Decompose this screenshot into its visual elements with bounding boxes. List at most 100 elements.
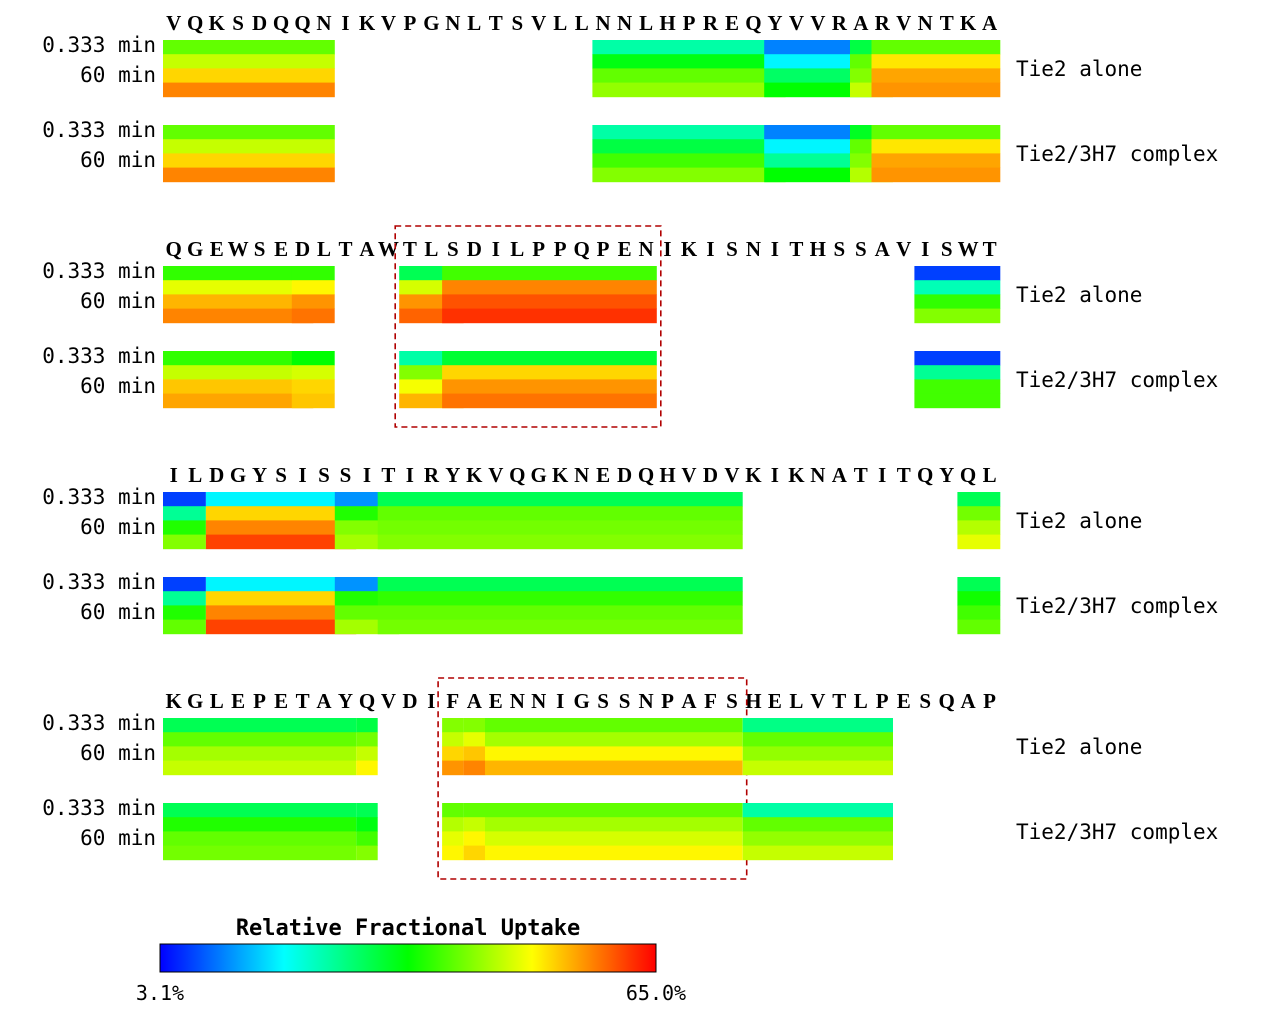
uptake-cell: [871, 139, 1001, 154]
uptake-cell: [485, 718, 743, 733]
residue-label: L: [983, 463, 997, 487]
uptake-cell: [871, 153, 1001, 168]
residue-label: D: [703, 463, 718, 487]
residue-label: Y: [445, 463, 460, 487]
uptake-cell: [163, 379, 314, 394]
colorbar-max-label: 65.0%: [626, 981, 686, 1005]
residue-label: I: [406, 463, 414, 487]
residue-label: D: [295, 237, 310, 261]
uptake-cell: [163, 718, 357, 733]
residue-label: F: [704, 689, 717, 713]
residue-label: E: [897, 689, 911, 713]
residue-label: S: [447, 237, 459, 261]
residue-label: Q: [939, 689, 955, 713]
uptake-cell: [291, 308, 335, 324]
residue-label: A: [853, 11, 869, 35]
uptake-cell: [742, 718, 893, 733]
uptake-cell: [356, 746, 378, 761]
uptake-cell: [914, 266, 1001, 281]
uptake-cell: [377, 619, 743, 635]
uptake-cell: [592, 82, 786, 98]
residue-label: I: [341, 11, 349, 35]
uptake-cell: [163, 167, 335, 183]
state-label: Tie2 alone: [1016, 283, 1142, 307]
residue-label: S: [254, 237, 266, 261]
residue-label: I: [492, 237, 500, 261]
uptake-cell: [957, 492, 1001, 507]
uptake-cell: [592, 167, 786, 183]
residue-label: I: [363, 463, 371, 487]
state-label: Tie2/3H7 complex: [1016, 142, 1218, 166]
uptake-cell: [914, 365, 1001, 380]
uptake-cell: [163, 817, 357, 832]
uptake-cell: [356, 817, 378, 832]
uptake-cell: [163, 280, 314, 295]
uptake-cell: [764, 153, 872, 168]
uptake-cell: [957, 506, 1001, 521]
residue-label: T: [381, 463, 395, 487]
time-label: 0.333 min: [42, 118, 156, 142]
time-label: 0.333 min: [42, 570, 156, 594]
uptake-cell: [463, 803, 486, 818]
uptake-cell: [442, 393, 657, 409]
residue-label: L: [639, 11, 653, 35]
residue-label: I: [299, 463, 307, 487]
uptake-cell: [742, 831, 893, 846]
uptake-cell: [163, 746, 357, 761]
uptake-cell: [205, 506, 357, 521]
uptake-cell: [205, 591, 357, 606]
residue-label: T: [983, 237, 997, 261]
uptake-cell: [485, 831, 743, 846]
uptake-cell: [442, 266, 657, 281]
residue-label: A: [467, 689, 483, 713]
residue-label: S: [919, 689, 931, 713]
uptake-cell: [871, 54, 1001, 69]
residue-label: V: [381, 11, 396, 35]
uptake-cell: [957, 605, 1001, 620]
uptake-cell: [291, 351, 335, 366]
residue-label: L: [575, 11, 589, 35]
residue-label: E: [596, 463, 610, 487]
residue-label: N: [810, 463, 825, 487]
uptake-cell: [442, 845, 464, 861]
residue-label: S: [619, 689, 631, 713]
uptake-cell: [163, 577, 206, 592]
residue-label: E: [274, 237, 288, 261]
residue-label: P: [876, 689, 889, 713]
time-label: 0.333 min: [42, 711, 156, 735]
residue-label: L: [854, 689, 868, 713]
residue-label: Y: [338, 689, 353, 713]
residue-label: A: [316, 689, 332, 713]
residue-label: T: [403, 237, 417, 261]
uptake-cell: [764, 40, 872, 55]
residue-label: G: [531, 463, 547, 487]
residue-label: E: [489, 689, 503, 713]
uptake-cell: [205, 605, 357, 620]
residue-label: K: [359, 11, 376, 35]
state-tie2-3h7-complex: 0.333 min 60 min Tie2/3H7 complex: [42, 570, 1218, 635]
uptake-cell: [163, 365, 314, 380]
uptake-cell: [442, 379, 657, 394]
residue-label: A: [961, 689, 977, 713]
time-label: 0.333 min: [42, 796, 156, 820]
residue-label: L: [188, 463, 202, 487]
colorbar-label: Relative Fractional Uptake: [236, 916, 580, 941]
uptake-cell: [205, 520, 357, 535]
uptake-cell: [485, 803, 743, 818]
uptake-cell: [291, 294, 335, 309]
residue-label: V: [896, 11, 911, 35]
residue-label: I: [771, 463, 779, 487]
uptake-cell: [163, 803, 357, 818]
uptake-cell: [871, 82, 1001, 98]
residue-label: W: [378, 237, 399, 261]
residue-label: N: [746, 237, 761, 261]
state-tie2-3h7-complex: 0.333 min 60 min Tie2/3H7 complex: [42, 796, 1218, 861]
uptake-cell: [463, 817, 486, 832]
residue-label: Y: [939, 463, 954, 487]
residue-label: V: [531, 11, 546, 35]
uptake-cell: [163, 619, 206, 635]
